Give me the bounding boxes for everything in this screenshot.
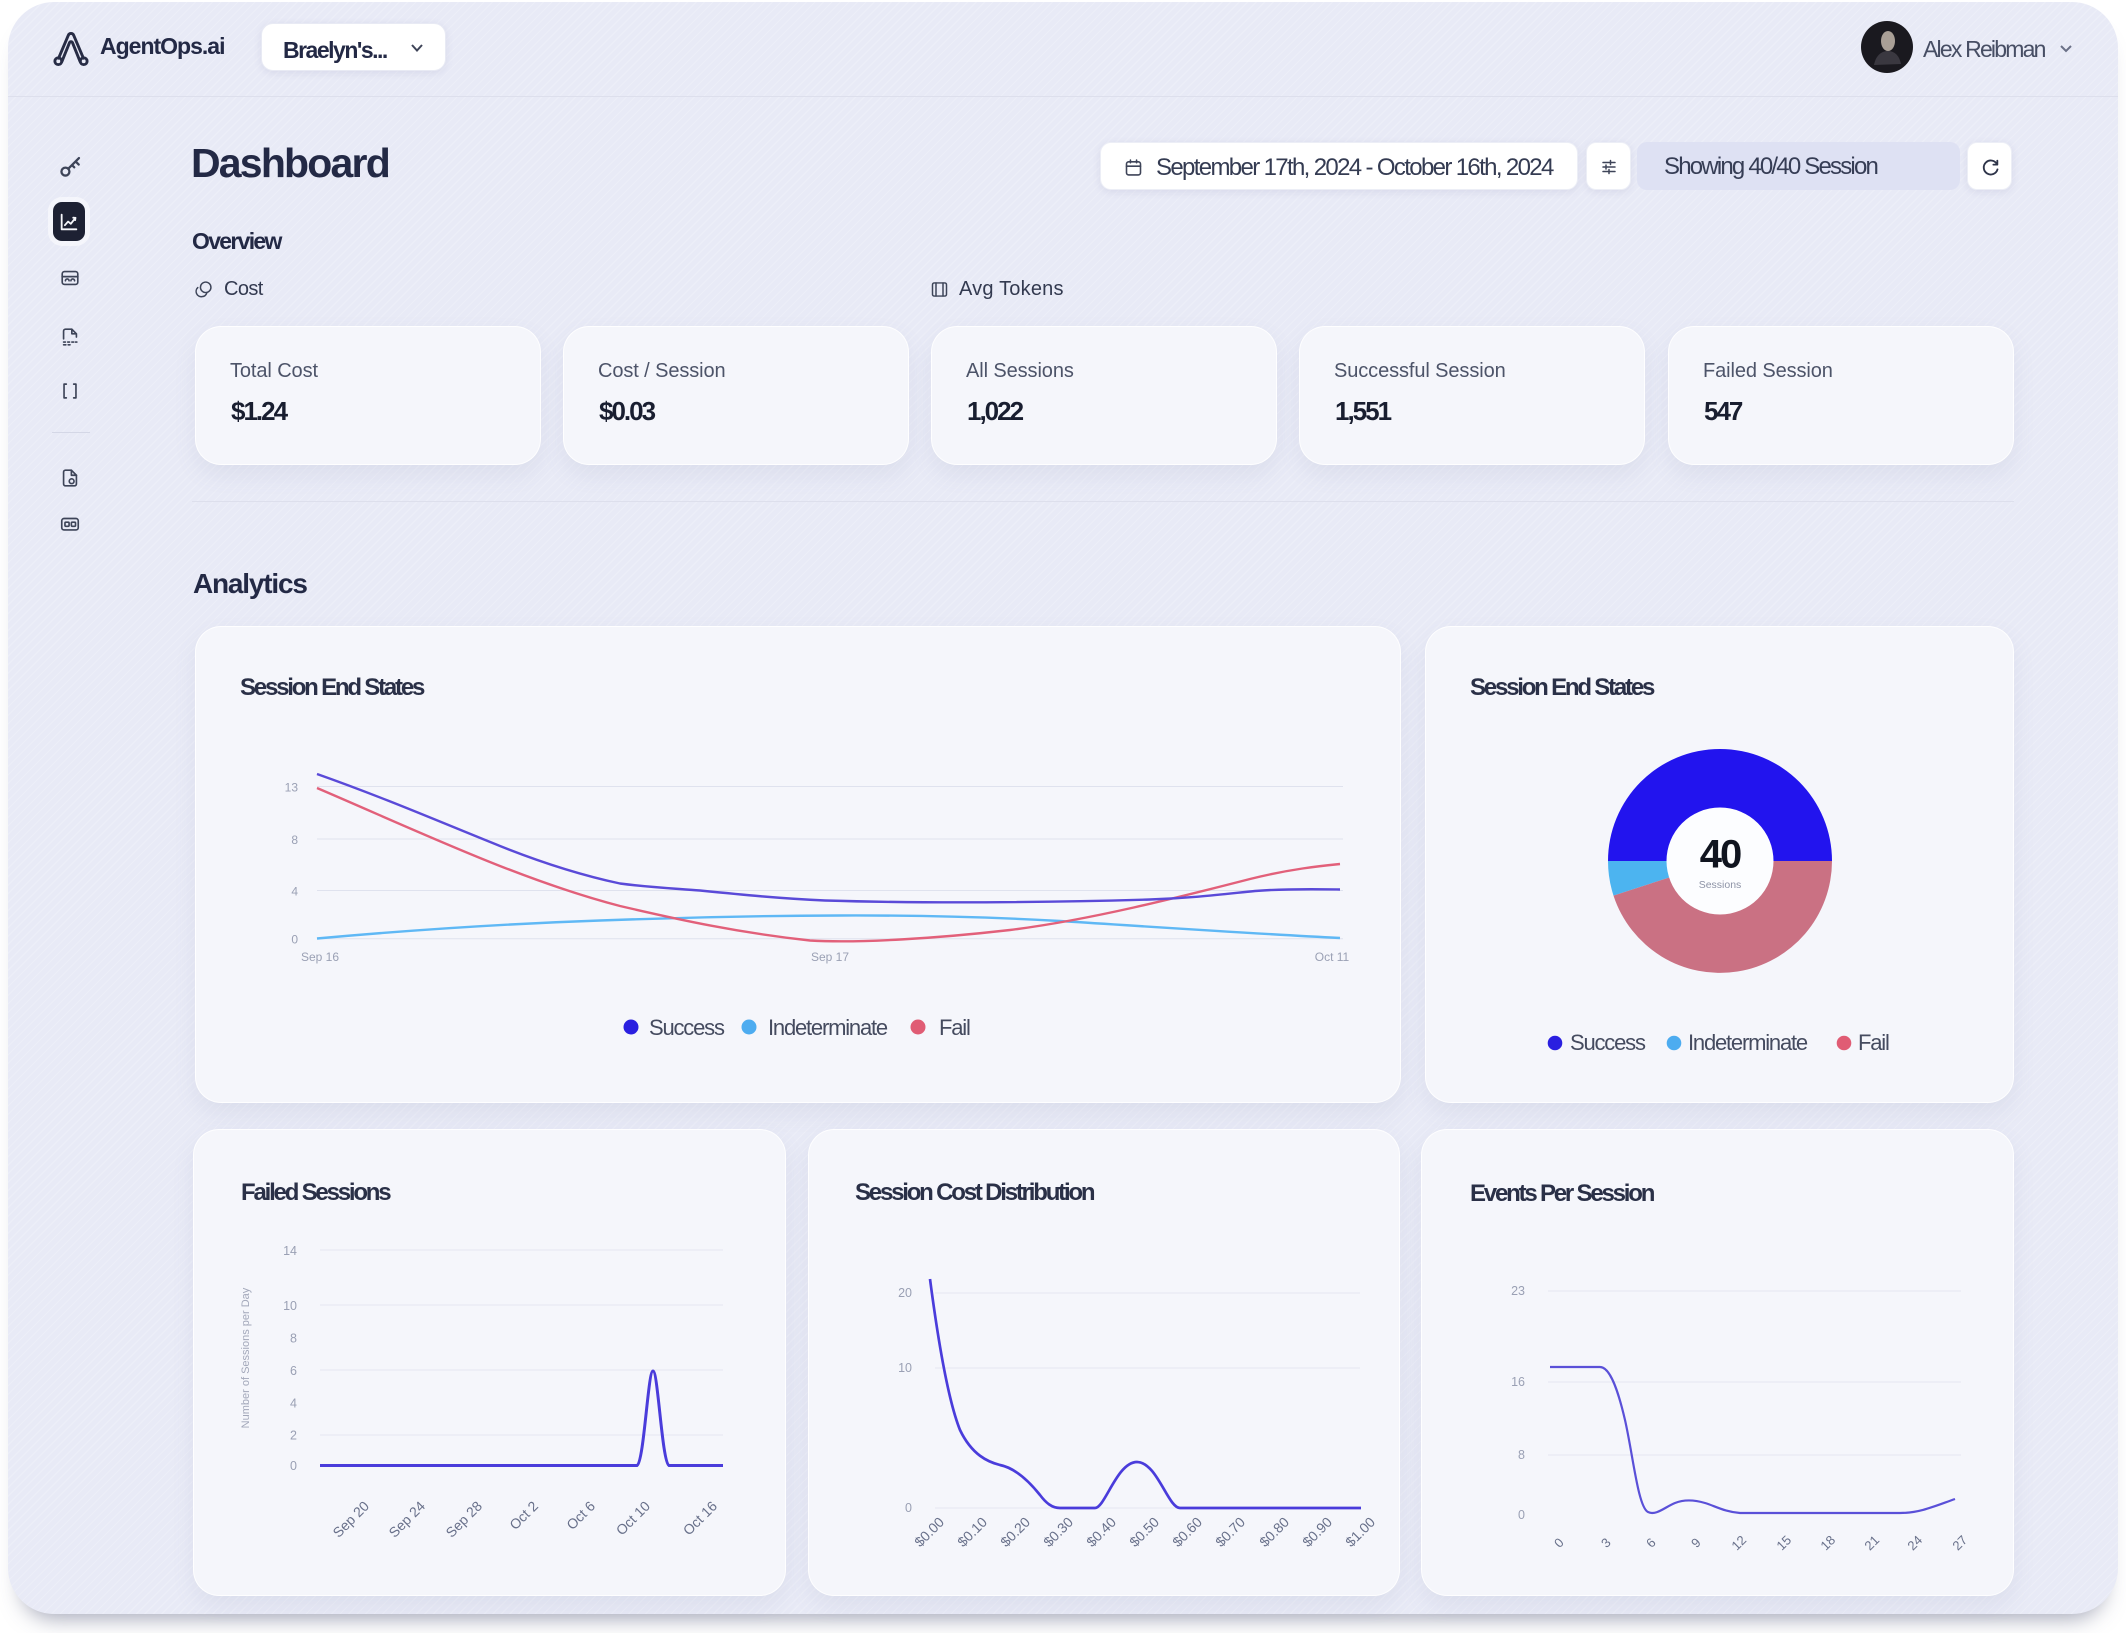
- svg-text:Failed Sessions: Failed Sessions: [241, 1179, 391, 1206]
- svg-text:Fail: Fail: [1858, 1030, 1889, 1055]
- svg-text:Sep 20: Sep 20: [329, 1498, 372, 1541]
- svg-text:3: 3: [1598, 1535, 1614, 1551]
- svg-text:Events Per Session: Events Per Session: [1470, 1180, 1655, 1207]
- svg-text:8: 8: [290, 1332, 297, 1346]
- svg-text:18: 18: [1817, 1532, 1838, 1553]
- svg-text:$0.90: $0.90: [1299, 1514, 1335, 1550]
- svg-text:15: 15: [1773, 1532, 1794, 1553]
- svg-text:Sep 17: Sep 17: [811, 950, 849, 964]
- svg-text:24: 24: [1904, 1532, 1925, 1553]
- svg-text:4: 4: [291, 885, 298, 899]
- svg-text:Session Cost Distribution: Session Cost Distribution: [855, 1179, 1095, 1206]
- svg-text:Sessions: Sessions: [1699, 879, 1742, 891]
- svg-text:$0.40: $0.40: [1083, 1514, 1119, 1550]
- svg-text:Sep 16: Sep 16: [301, 950, 339, 964]
- svg-text:Success: Success: [1570, 1030, 1646, 1055]
- svg-text:0: 0: [291, 933, 298, 947]
- svg-text:14: 14: [283, 1244, 297, 1258]
- svg-text:4: 4: [290, 1397, 297, 1411]
- svg-text:Oct 6: Oct 6: [563, 1498, 598, 1533]
- svg-text:23: 23: [1511, 1284, 1525, 1298]
- svg-text:0: 0: [905, 1501, 912, 1515]
- svg-text:Number of Sessions per Day: Number of Sessions per Day: [240, 1287, 252, 1428]
- svg-text:6: 6: [1643, 1535, 1659, 1551]
- svg-text:12: 12: [1728, 1532, 1749, 1553]
- svg-text:Oct 16: Oct 16: [680, 1498, 721, 1539]
- svg-text:$0.60: $0.60: [1169, 1514, 1205, 1550]
- svg-text:Oct 2: Oct 2: [506, 1498, 541, 1533]
- svg-text:9: 9: [1688, 1535, 1704, 1551]
- svg-text:$1.00: $1.00: [1342, 1514, 1378, 1550]
- svg-text:Indeterminate: Indeterminate: [768, 1015, 888, 1040]
- svg-text:10: 10: [283, 1299, 297, 1313]
- svg-text:Indeterminate: Indeterminate: [1688, 1030, 1808, 1055]
- svg-text:27: 27: [1949, 1532, 1970, 1553]
- svg-text:10: 10: [898, 1361, 912, 1375]
- svg-text:$0.00: $0.00: [911, 1514, 947, 1550]
- svg-text:Success: Success: [649, 1015, 725, 1040]
- svg-text:0: 0: [1518, 1508, 1525, 1522]
- svg-text:$0.30: $0.30: [1040, 1514, 1076, 1550]
- svg-text:6: 6: [290, 1364, 297, 1378]
- svg-text:0: 0: [1551, 1535, 1567, 1551]
- svg-text:8: 8: [291, 833, 298, 847]
- svg-text:Sep 24: Sep 24: [385, 1498, 428, 1541]
- svg-text:0: 0: [290, 1459, 297, 1473]
- svg-text:$0.20: $0.20: [997, 1514, 1033, 1550]
- svg-text:$0.80: $0.80: [1256, 1514, 1292, 1550]
- svg-text:2: 2: [290, 1429, 297, 1443]
- svg-text:Session End States: Session End States: [240, 674, 425, 701]
- svg-text:Oct 10: Oct 10: [613, 1498, 654, 1539]
- svg-text:40: 40: [1700, 833, 1741, 877]
- svg-text:21: 21: [1861, 1532, 1882, 1553]
- svg-text:Fail: Fail: [939, 1015, 970, 1040]
- svg-text:8: 8: [1518, 1448, 1525, 1462]
- svg-text:$0.10: $0.10: [954, 1514, 990, 1550]
- svg-text:Sep 28: Sep 28: [442, 1498, 485, 1541]
- svg-text:$0.50: $0.50: [1126, 1514, 1162, 1550]
- svg-text:13: 13: [285, 781, 299, 795]
- svg-text:16: 16: [1511, 1375, 1525, 1389]
- svg-text:20: 20: [898, 1286, 912, 1300]
- svg-text:Oct 11: Oct 11: [1315, 950, 1350, 964]
- svg-text:Session End States: Session End States: [1470, 674, 1655, 701]
- svg-text:$0.70: $0.70: [1212, 1514, 1248, 1550]
